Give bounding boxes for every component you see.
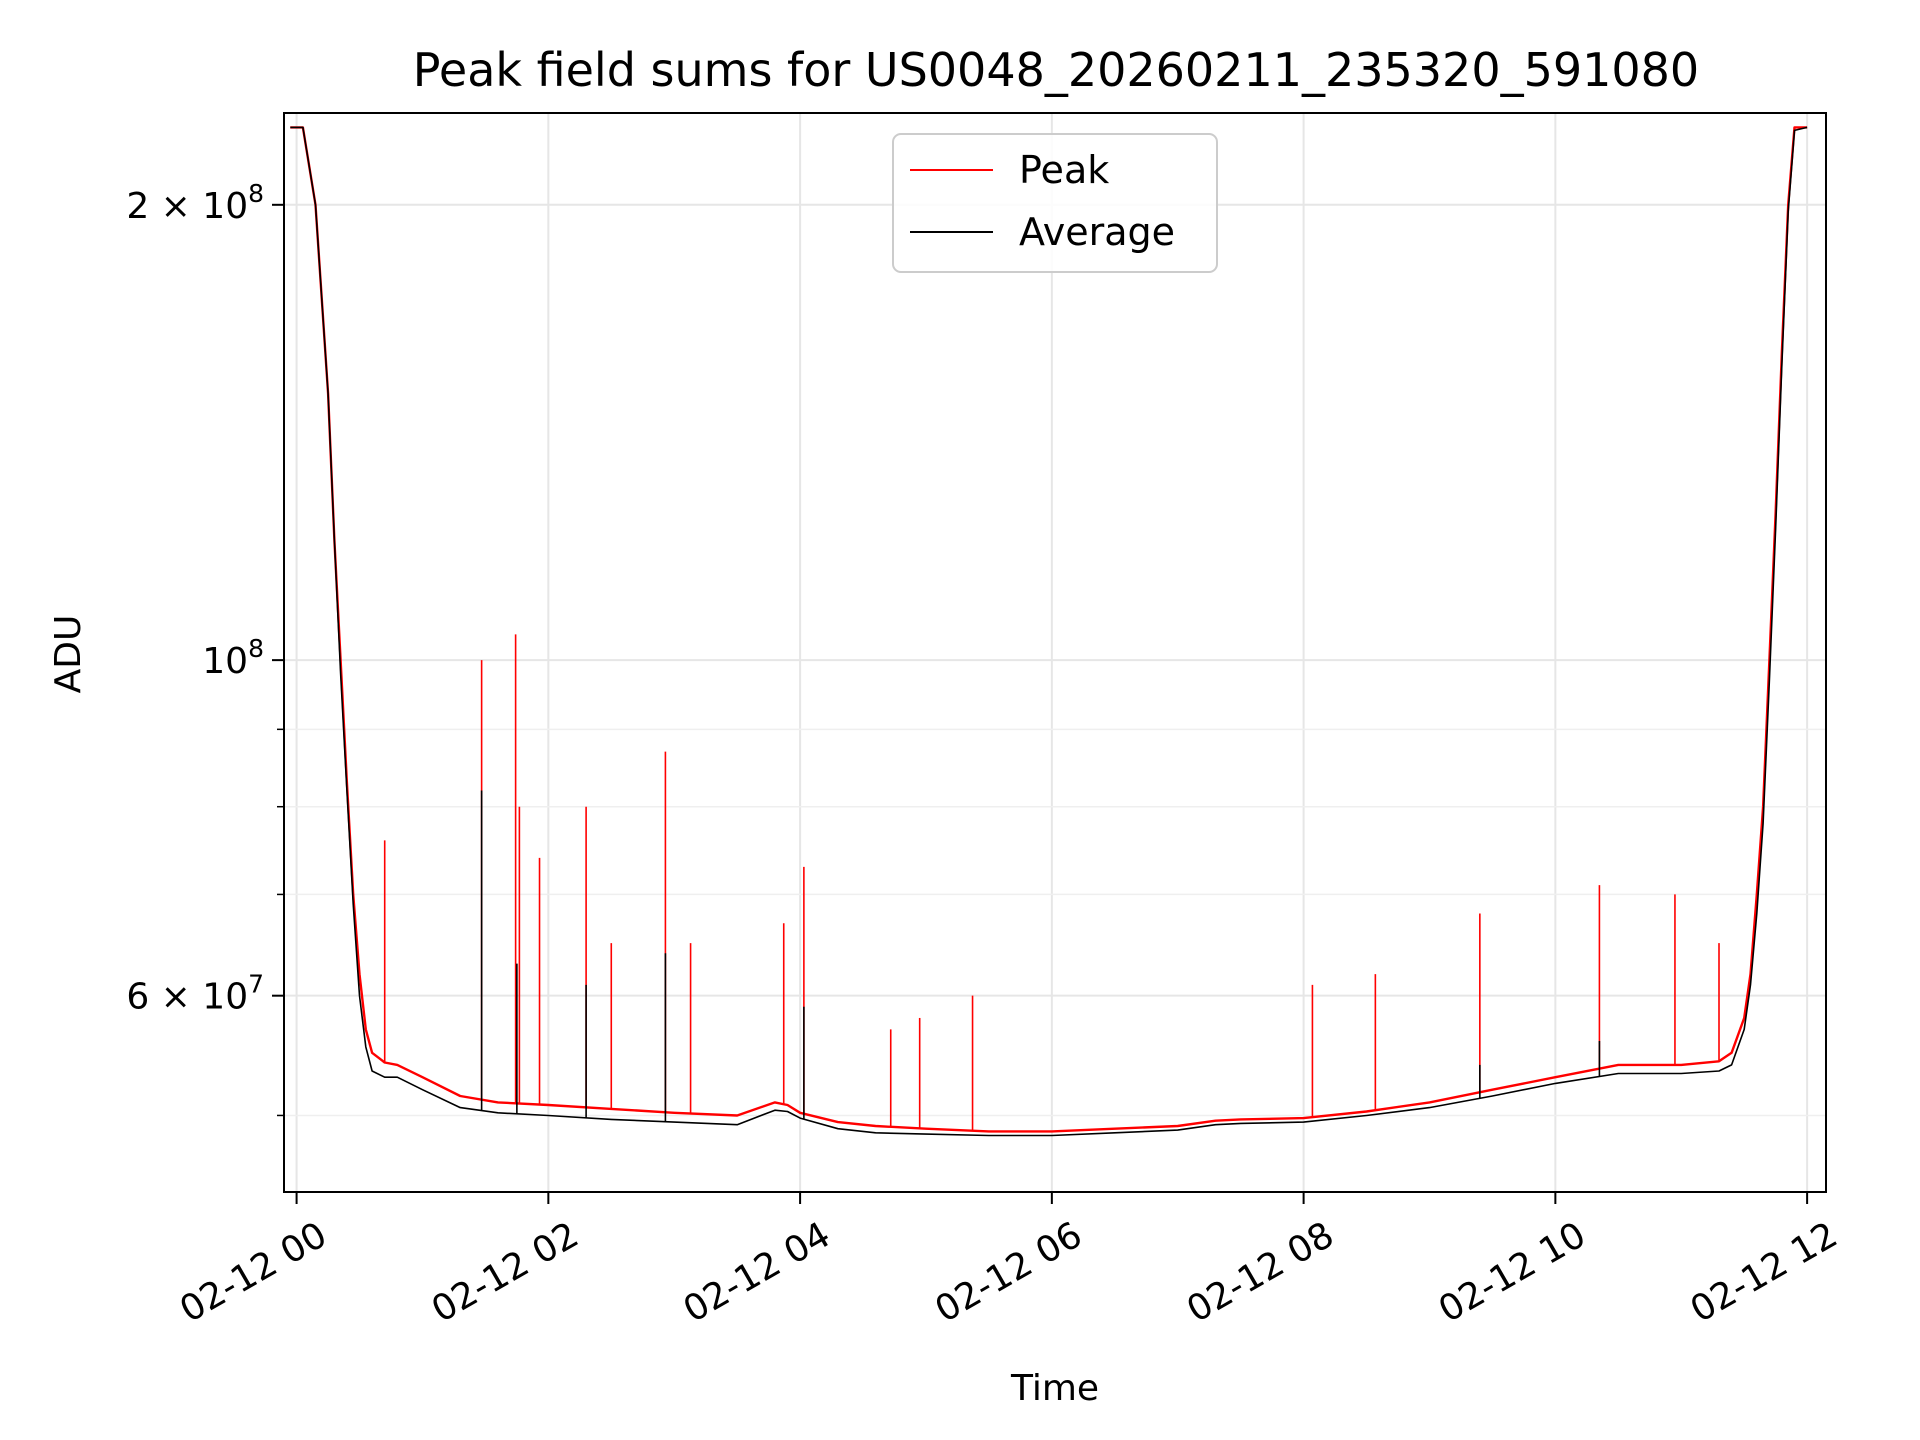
y-tick-label: 108 bbox=[202, 634, 264, 682]
plot-background bbox=[284, 113, 1826, 1192]
series-layer bbox=[290, 126, 1808, 1137]
chart-title: Peak field sums for US0048_20260211_2353… bbox=[413, 43, 1699, 97]
y-tick-label: 6 × 107 bbox=[126, 970, 264, 1018]
series-line-average bbox=[290, 126, 1808, 1137]
legend-label-average: Average bbox=[1019, 210, 1175, 254]
plot-area bbox=[283, 112, 1827, 1193]
x-axis-title: Time bbox=[1010, 1368, 1099, 1409]
y-tick-label: 2 × 108 bbox=[126, 179, 264, 227]
spikes-average bbox=[480, 790, 1601, 1122]
y-axis: 2 × 108 108 6 × 107 bbox=[126, 179, 284, 1117]
legend: Peak Average bbox=[892, 133, 1218, 273]
series-line-peak bbox=[290, 126, 1808, 1133]
legend-box bbox=[892, 133, 1218, 273]
y-axis-title: ADU bbox=[48, 615, 89, 694]
legend-label-peak: Peak bbox=[1019, 148, 1109, 192]
plot-frame bbox=[283, 112, 1827, 1193]
